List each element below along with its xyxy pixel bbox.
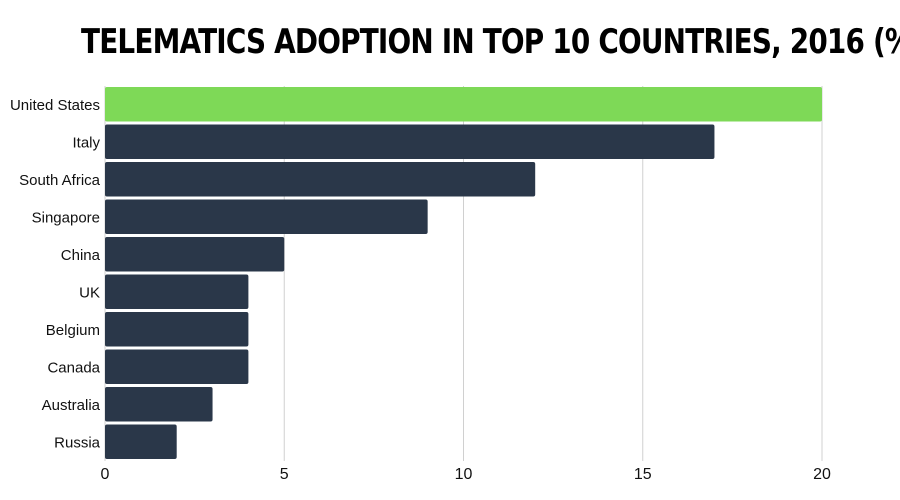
category-label: Singapore — [32, 209, 100, 226]
bar — [105, 349, 249, 384]
bar — [105, 237, 285, 272]
bar — [105, 387, 213, 422]
category-label: Belgium — [46, 322, 100, 339]
chart-title: Telematics adoption in top 10 countries,… — [81, 22, 900, 62]
category-label: Italy — [72, 134, 100, 151]
category-label: United States — [10, 97, 100, 114]
bar — [105, 124, 715, 159]
x-tick-label: 20 — [813, 466, 831, 483]
bar — [105, 162, 536, 197]
bar — [105, 87, 822, 122]
category-label: Canada — [47, 359, 100, 376]
x-tick-label: 0 — [101, 466, 110, 483]
bar — [105, 312, 249, 347]
x-tick-label: 10 — [455, 466, 473, 483]
bar — [105, 274, 249, 309]
bar — [105, 424, 177, 459]
category-label: China — [61, 247, 101, 264]
category-label: Russia — [54, 434, 101, 451]
category-label: UK — [79, 284, 100, 301]
x-tick-label: 15 — [634, 466, 652, 483]
x-tick-label: 5 — [280, 466, 289, 483]
bar — [105, 199, 428, 234]
category-label: South Africa — [19, 172, 101, 189]
category-label: Australia — [42, 397, 101, 414]
